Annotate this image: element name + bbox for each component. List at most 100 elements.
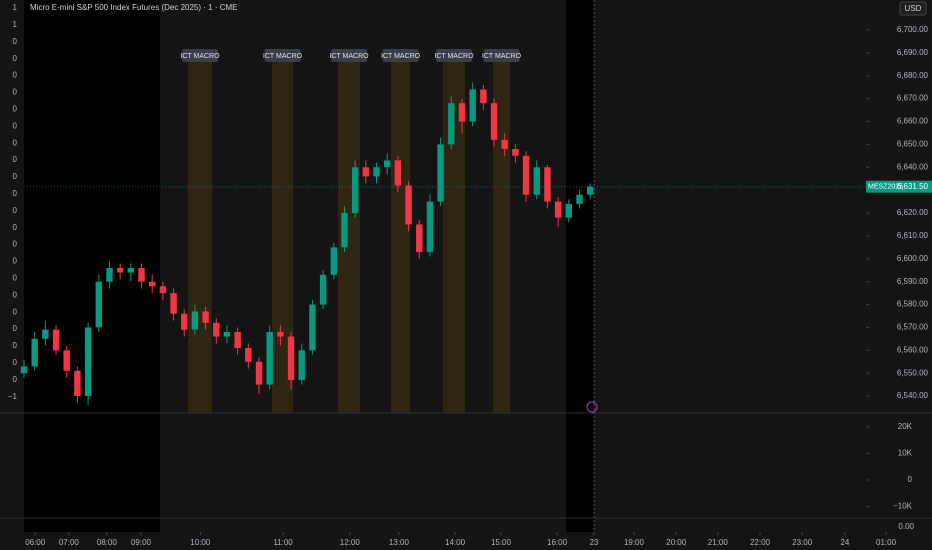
candle-body — [234, 332, 241, 349]
x-tick-label: 19:00 — [624, 538, 645, 547]
candle-body — [255, 361, 263, 385]
currency-label[interactable]: USD — [905, 4, 922, 13]
background-layer: ICT MACRO ICT MACRO ICT MACRO ICT MACRO ICT … — [24, 0, 887, 535]
left-axis-label: 0 — [13, 358, 18, 367]
macro-tag — [435, 49, 472, 62]
left-axis-label: 0 — [13, 375, 18, 384]
plot-layer — [20, 82, 866, 406]
macro-label: ICT MACRO — [434, 53, 474, 60]
candle-body — [448, 103, 455, 145]
x-tick-label: 15:00 — [491, 538, 512, 547]
x-tick-label: 12:00 — [340, 538, 361, 547]
candle-body — [63, 350, 70, 371]
extended-hours — [24, 0, 161, 532]
candle-body — [383, 160, 391, 168]
candle-body — [576, 194, 583, 204]
candle-body — [533, 167, 540, 195]
lower-tick-label: 0 — [908, 475, 913, 484]
macro-band — [442, 62, 466, 413]
x-tick-label: 23 — [589, 538, 598, 547]
x-tick-label: 13:00 — [389, 538, 410, 547]
candle-body — [52, 329, 60, 351]
y-tick-label: 6,580.00 — [897, 300, 929, 309]
candle-body — [84, 327, 92, 397]
y-tick-label: 6,640.00 — [897, 162, 929, 171]
y-tick-label: 6,700.00 — [897, 25, 929, 34]
currency-button[interactable] — [899, 1, 927, 16]
x-tick-label: 10:00 — [190, 538, 211, 547]
chart-title: Micro E-mini S&P 500 Index Futures (Dec … — [30, 3, 237, 12]
candle-body — [586, 186, 594, 195]
lower-tick-label: −10K — [893, 502, 913, 511]
candle-body — [127, 267, 135, 273]
y-tick-label: 6,680.00 — [897, 71, 929, 80]
left-axis-label: 0 — [13, 189, 18, 198]
candle-body — [20, 366, 28, 374]
left-axis-label: 0 — [13, 206, 18, 215]
candle-body — [223, 332, 231, 337]
x-tick-label: 09:00 — [131, 538, 152, 547]
macro-band — [338, 62, 360, 413]
candle-body — [394, 160, 402, 186]
candle-body — [416, 224, 423, 252]
candle-body — [148, 281, 156, 287]
x-tick-label: 20:00 — [666, 538, 687, 547]
candle-body — [309, 304, 316, 351]
macro-band — [390, 62, 411, 413]
x-tick-label: 01:00 — [876, 538, 897, 547]
candle-body — [159, 286, 167, 294]
x-tick-label: 22:00 — [750, 538, 771, 547]
extended-hours — [566, 0, 594, 532]
candle-body — [426, 201, 434, 252]
left-axis-label: 0 — [13, 274, 18, 283]
macro-tag — [382, 49, 419, 62]
macro-label: ICT MACRO — [381, 53, 421, 60]
left-axis-label: 0 — [13, 71, 18, 80]
candle-body — [287, 336, 295, 381]
candle-body — [544, 167, 551, 202]
candle-body — [42, 329, 49, 339]
y-tick-label: 6,540.00 — [897, 391, 929, 400]
candle-body — [266, 332, 273, 385]
candle-body — [191, 311, 199, 330]
candle-body — [213, 322, 220, 337]
x-tick-label: 11:00 — [273, 538, 293, 547]
x-tick-label: 06:00 — [25, 538, 46, 547]
left-axis-label: 0 — [13, 105, 18, 114]
candle-body — [245, 348, 252, 362]
y-tick-label: 6,550.00 — [897, 368, 929, 377]
x-tick-label: 21:00 — [708, 538, 729, 547]
candle-body — [512, 148, 519, 156]
x-tick-label: 23:00 — [792, 538, 813, 547]
candle-body — [351, 167, 359, 214]
candle-body — [490, 103, 498, 140]
macro-tag — [264, 49, 301, 62]
x-tick-label: 08:00 — [97, 538, 118, 547]
left-axis-label: 0 — [13, 223, 18, 232]
last-price-label: 6,631.50 — [897, 182, 929, 191]
x-tick-label: 14:00 — [445, 538, 466, 547]
macro-band — [271, 62, 294, 413]
left-axis-label: 1 — [13, 20, 18, 29]
left-axis-label: 0 — [13, 54, 18, 63]
candle-body — [74, 370, 81, 397]
macro-tag — [181, 49, 218, 62]
macro-band — [187, 62, 213, 413]
left-axis-label: 1 — [13, 3, 18, 12]
left-axis-label: 0 — [13, 37, 18, 46]
y-tick-label: 6,610.00 — [897, 231, 929, 240]
y-tick-label: 6,620.00 — [897, 208, 929, 217]
macro-tag — [331, 49, 368, 62]
y-tick-label: 6,690.00 — [897, 48, 929, 57]
last-price-box — [866, 180, 932, 193]
x-tick-label: 24 — [840, 538, 849, 547]
candle-body — [31, 338, 38, 367]
candle-body — [405, 185, 412, 225]
left-axis-label: 0 — [13, 307, 18, 316]
candle-body — [437, 144, 444, 202]
left-axis-label: 0 — [13, 290, 18, 299]
candle-body — [458, 103, 466, 122]
candle-body — [565, 203, 573, 218]
last-price-name: MESZ2025 — [868, 184, 903, 191]
macro-label: ICT MACRO — [329, 53, 369, 60]
